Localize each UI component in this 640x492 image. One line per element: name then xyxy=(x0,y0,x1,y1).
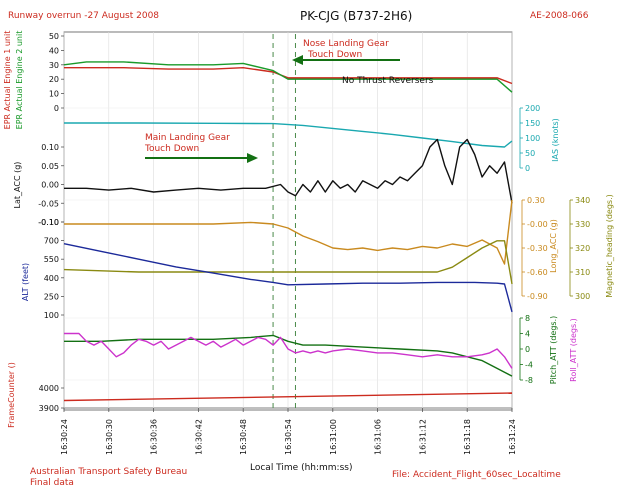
nose-gear-arrow-head xyxy=(292,55,303,65)
axis-title: ALT (feet) xyxy=(21,263,30,301)
x-tick-label: 16:31:12 xyxy=(418,419,427,455)
main-gear-annotation: Main Landing Gear Touch Down xyxy=(144,133,258,163)
series-line-alt_long_hdg-0 xyxy=(64,199,513,265)
axis-title: IAS (knots) xyxy=(551,118,560,162)
series-line-epr-0 xyxy=(64,66,513,85)
y2-tick-label: -0.00 xyxy=(527,220,548,229)
y-tick-label: 20 xyxy=(49,75,59,84)
y-tick-label: 50 xyxy=(49,32,59,41)
y2-tick-label: 330 xyxy=(575,220,590,229)
header-left: Runway overrun -27 August 2008 xyxy=(8,11,159,21)
y-tick-label: 0.00 xyxy=(41,181,59,190)
y-tick-label: -0.10 xyxy=(38,218,59,227)
y2-tick-label: 0 xyxy=(525,345,530,354)
y-tick-label: 40 xyxy=(49,46,59,55)
x-tick-label: 16:31:24 xyxy=(508,419,517,455)
main-gear-arrow-head xyxy=(247,153,258,163)
y-tick-label: 400 xyxy=(44,274,59,283)
axis-title: Pitch_ATT (degs.) xyxy=(549,316,558,385)
y2-tick-label: 0.30 xyxy=(527,196,545,205)
y2-tick-label: 150 xyxy=(525,119,540,128)
axis-layer: 16:30:24 16:30:30 16:30:36 16:30:42 16:30:48… xyxy=(3,31,614,455)
y2-tick-label: -4 xyxy=(525,361,533,370)
footer-data: Final data xyxy=(30,478,74,488)
y-tick-label: 0 xyxy=(54,104,59,113)
x-tick-label: 16:31:00 xyxy=(329,419,338,455)
y-tick-label: 10 xyxy=(49,90,59,99)
y2-tick-label: -0.60 xyxy=(527,268,548,277)
series-line-epr-1 xyxy=(63,61,513,93)
y2-tick-label: 50 xyxy=(525,149,535,158)
y2-tick-label: 310 xyxy=(575,268,590,277)
series-line-att-0 xyxy=(64,334,513,377)
y-tick-label: 30 xyxy=(49,61,59,70)
series-line-alt_long_hdg-1 xyxy=(63,240,513,285)
axis-title: Roll_ATT (degs.) xyxy=(569,318,578,382)
series-layer xyxy=(63,61,513,402)
y2-tick-label: 340 xyxy=(575,196,590,205)
y-tick-label: -0.05 xyxy=(38,199,59,208)
y2-tick-label: 300 xyxy=(575,292,590,301)
chart-title: PK-CJG (B737-2H6) xyxy=(300,9,412,23)
y-tick-label: 700 xyxy=(44,237,59,246)
series-line-frame-0 xyxy=(63,392,513,402)
x-tick-label: 16:30:48 xyxy=(239,419,248,455)
y2-tick-label: 4 xyxy=(525,330,530,339)
footer-file: File: Accident_Flight_60sec_Localtime xyxy=(392,470,561,480)
y2-tick-label: 0 xyxy=(525,164,530,173)
y2-tick-label: 320 xyxy=(575,244,590,253)
y-tick-label: 250 xyxy=(44,292,59,301)
series-line-att-1 xyxy=(64,332,513,369)
nose-gear-label-1: Nose Landing Gear xyxy=(303,39,389,49)
y-tick-label: 4000 xyxy=(39,384,59,393)
y-tick-label: -0.10 xyxy=(38,218,59,227)
y-tick-label: 100 xyxy=(44,311,59,320)
series-line-alt_long_hdg-2 xyxy=(63,243,513,313)
axis-title: Long_ACC (g) xyxy=(549,219,558,273)
nose-gear-label-2: Touch Down xyxy=(307,50,362,60)
header-right: AE-2008-066 xyxy=(530,11,589,21)
main-gear-label-1: Main Landing Gear xyxy=(145,133,230,143)
x-tick-label: 16:30:54 xyxy=(284,419,293,455)
x-tick-label: 16:30:42 xyxy=(194,419,203,455)
x-tick-label: 16:30:36 xyxy=(150,419,159,455)
axis-title: EPR Actual Engine 1 unit xyxy=(3,31,12,130)
axis-title: FrameCounter () xyxy=(7,362,16,428)
main-gear-label-2: Touch Down xyxy=(144,144,199,154)
y2-tick-label: -8 xyxy=(525,376,533,385)
series-line-acc_ias-0 xyxy=(64,122,513,148)
x-tick-label: 16:30:30 xyxy=(105,419,114,455)
y-tick-label: 3900 xyxy=(39,404,59,413)
series-line-acc_ias-1 xyxy=(64,138,513,204)
y2-tick-label: -0.30 xyxy=(527,244,548,253)
y2-tick-label: 200 xyxy=(525,104,540,113)
axis-title: EPR Actual Engine 2 unit xyxy=(15,31,24,130)
x-tick-label: 16:31:18 xyxy=(463,419,472,455)
y-tick-label: 0.05 xyxy=(41,162,59,171)
axis-title: Magnetic_heading (degs.) xyxy=(605,194,614,298)
y2-tick-label: 100 xyxy=(525,134,540,143)
x-tick-label: 16:30:24 xyxy=(60,419,69,455)
footer-org: Australian Transport Safety Bureau xyxy=(30,467,187,477)
y2-tick-label: 8 xyxy=(525,314,530,323)
x-tick-label: 16:31:06 xyxy=(374,419,383,455)
reversers-label: No Thrust Reversers xyxy=(342,76,434,86)
axis-title: Lat_ACC (g) xyxy=(13,162,22,209)
x-axis-label: Local Time (hh:mm:ss) xyxy=(250,463,352,473)
y2-tick-label: -0.90 xyxy=(527,292,548,301)
y-tick-label: 550 xyxy=(44,255,59,264)
nose-gear-annotation: Nose Landing Gear Touch Down xyxy=(292,39,400,65)
y-tick-label: 0.10 xyxy=(41,143,59,152)
